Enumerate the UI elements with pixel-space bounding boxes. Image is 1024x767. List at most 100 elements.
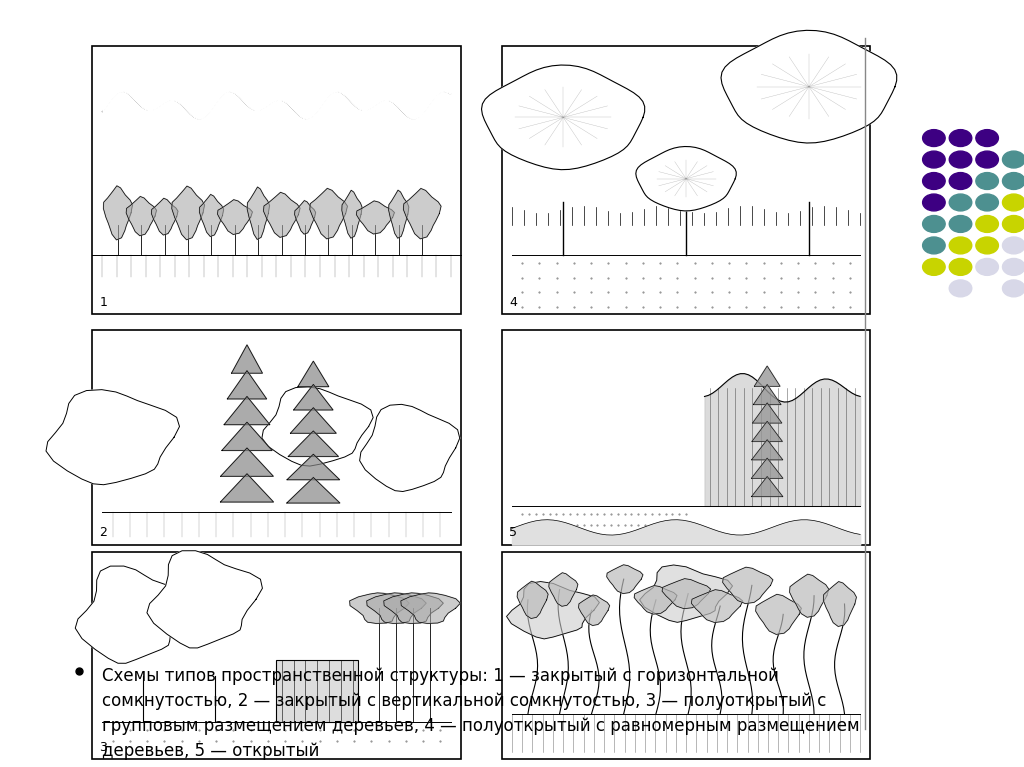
Polygon shape (359, 404, 460, 492)
Circle shape (976, 237, 998, 254)
Polygon shape (384, 593, 443, 624)
Circle shape (976, 130, 998, 146)
Polygon shape (752, 476, 783, 497)
Polygon shape (752, 421, 782, 442)
Circle shape (923, 258, 945, 275)
Circle shape (1002, 173, 1024, 189)
Circle shape (1002, 194, 1024, 211)
Polygon shape (606, 565, 643, 594)
FancyBboxPatch shape (502, 46, 870, 314)
Circle shape (976, 151, 998, 168)
Polygon shape (756, 594, 802, 634)
Polygon shape (691, 590, 742, 623)
Polygon shape (227, 370, 266, 399)
Circle shape (1002, 237, 1024, 254)
Circle shape (923, 173, 945, 189)
Text: 3: 3 (99, 741, 108, 754)
Polygon shape (222, 422, 272, 450)
Circle shape (949, 258, 972, 275)
FancyBboxPatch shape (92, 552, 461, 759)
Polygon shape (754, 384, 781, 405)
Circle shape (976, 194, 998, 211)
Polygon shape (790, 574, 828, 617)
Polygon shape (75, 566, 190, 663)
Circle shape (1002, 151, 1024, 168)
Polygon shape (220, 448, 273, 476)
Polygon shape (721, 31, 897, 143)
Circle shape (976, 258, 998, 275)
Text: 5: 5 (509, 526, 517, 539)
Polygon shape (291, 408, 336, 433)
Text: Схемы типов пространственной структуры: 1 — закрытый с горизонтальной
сомкнутост: Схемы типов пространственной структуры: … (102, 667, 860, 760)
Polygon shape (549, 573, 578, 606)
Circle shape (923, 216, 945, 232)
Polygon shape (507, 581, 599, 639)
Polygon shape (247, 187, 269, 239)
Polygon shape (752, 458, 783, 479)
Circle shape (949, 151, 972, 168)
Polygon shape (400, 593, 461, 624)
Circle shape (949, 216, 972, 232)
Polygon shape (752, 439, 782, 460)
Circle shape (923, 194, 945, 211)
Circle shape (1002, 216, 1024, 232)
Polygon shape (663, 578, 711, 609)
Polygon shape (403, 189, 441, 239)
Polygon shape (636, 146, 736, 211)
Polygon shape (298, 361, 329, 387)
Polygon shape (823, 581, 856, 627)
Polygon shape (287, 477, 340, 503)
FancyBboxPatch shape (502, 552, 870, 759)
Polygon shape (287, 454, 340, 480)
Polygon shape (753, 403, 782, 423)
FancyBboxPatch shape (92, 330, 461, 545)
Circle shape (923, 151, 945, 168)
Circle shape (949, 130, 972, 146)
Circle shape (1002, 280, 1024, 297)
Circle shape (949, 280, 972, 297)
Circle shape (923, 130, 945, 146)
Circle shape (949, 237, 972, 254)
Polygon shape (634, 585, 677, 614)
Polygon shape (356, 201, 394, 234)
Polygon shape (755, 366, 780, 387)
Circle shape (923, 237, 945, 254)
Polygon shape (263, 193, 300, 237)
FancyBboxPatch shape (92, 46, 461, 314)
Polygon shape (126, 196, 157, 235)
Polygon shape (200, 194, 223, 236)
Polygon shape (103, 186, 132, 240)
Circle shape (949, 173, 972, 189)
Polygon shape (152, 198, 178, 235)
Polygon shape (481, 65, 645, 170)
Text: 1: 1 (99, 296, 108, 309)
Text: 2: 2 (99, 526, 108, 539)
FancyBboxPatch shape (502, 330, 870, 545)
Polygon shape (310, 189, 347, 239)
Polygon shape (723, 567, 773, 604)
Polygon shape (342, 190, 362, 239)
Circle shape (976, 216, 998, 232)
Polygon shape (231, 345, 262, 374)
Circle shape (1002, 258, 1024, 275)
Polygon shape (262, 387, 373, 466)
Polygon shape (294, 384, 333, 410)
Polygon shape (146, 551, 262, 648)
Polygon shape (295, 200, 315, 234)
Circle shape (949, 194, 972, 211)
Polygon shape (172, 186, 205, 240)
Polygon shape (640, 565, 732, 622)
Polygon shape (217, 199, 253, 235)
Polygon shape (579, 595, 609, 626)
Polygon shape (288, 431, 339, 456)
Polygon shape (389, 190, 409, 239)
Text: 4: 4 (509, 296, 517, 309)
Polygon shape (367, 593, 426, 624)
Bar (276, 660, 358, 722)
Circle shape (976, 173, 998, 189)
Polygon shape (517, 581, 548, 618)
Polygon shape (46, 390, 179, 485)
Polygon shape (349, 593, 410, 624)
Polygon shape (220, 474, 273, 502)
Polygon shape (224, 397, 270, 425)
